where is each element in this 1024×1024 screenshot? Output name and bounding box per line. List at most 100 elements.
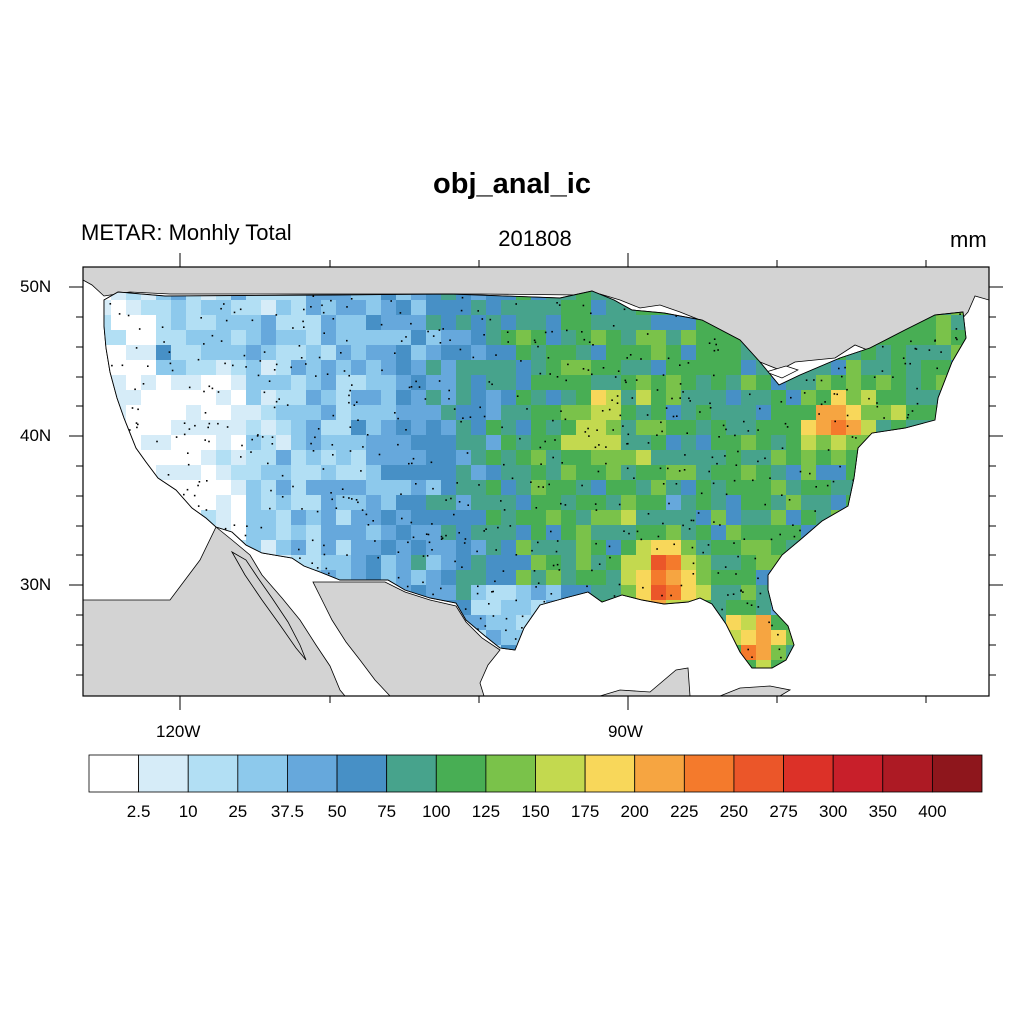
- grid-cell: [771, 435, 786, 450]
- grid-cell: [666, 405, 681, 420]
- station-dot: [328, 572, 330, 575]
- station-dot: [619, 414, 622, 417]
- grid-cell: [186, 480, 201, 495]
- grid-cell: [171, 435, 186, 450]
- station-dot: [467, 504, 469, 506]
- station-dot: [544, 331, 547, 334]
- grid-cell: [411, 555, 426, 570]
- grid-cell: [426, 555, 441, 570]
- grid-cell: [711, 345, 726, 360]
- grid-cell: [246, 450, 261, 465]
- colorbar-box: [931, 754, 983, 793]
- station-dot: [662, 483, 665, 485]
- grid-cell: [291, 300, 306, 315]
- grid-cell: [471, 291, 486, 300]
- station-dot: [526, 408, 528, 410]
- grid-cell: [621, 495, 636, 510]
- grid-cell: [156, 330, 171, 345]
- station-dot: [588, 435, 590, 437]
- colorbar-box: [783, 754, 834, 793]
- grid-cell: [561, 525, 576, 540]
- grid-cell: [486, 450, 501, 465]
- grid-cell: [456, 345, 471, 360]
- grid-cell: [561, 375, 576, 390]
- grid-cell: [786, 420, 801, 435]
- station-dot: [381, 369, 383, 372]
- grid-cell: [561, 480, 576, 495]
- grid-cell: [246, 360, 261, 375]
- colorbar-label: 175: [570, 802, 600, 821]
- grid-cell: [486, 555, 501, 570]
- station-dot: [438, 329, 441, 331]
- station-dot: [346, 554, 348, 556]
- grid-cell: [351, 291, 366, 300]
- grid-cell: [216, 315, 231, 330]
- grid-cell: [606, 330, 621, 345]
- grid-cell: [801, 375, 816, 390]
- station-dot: [692, 519, 695, 522]
- station-dot: [533, 339, 536, 342]
- grid-cell: [561, 435, 576, 450]
- grid-cell: [306, 405, 321, 420]
- grid-cell: [621, 480, 636, 495]
- station-dot: [690, 519, 693, 522]
- station-dot: [275, 314, 278, 316]
- grid-cell: [516, 540, 531, 555]
- station-dot: [515, 599, 517, 602]
- station-dot: [156, 440, 158, 443]
- grid-cell: [261, 480, 276, 495]
- grid-cell: [426, 330, 441, 345]
- station-dot: [636, 530, 639, 533]
- grid-cell: [711, 465, 726, 480]
- grid-cell: [516, 345, 531, 360]
- grid-cell: [381, 450, 396, 465]
- grid-cell: [756, 375, 771, 390]
- grid-cell: [411, 375, 426, 390]
- grid-cell: [516, 480, 531, 495]
- grid-cell: [321, 420, 336, 435]
- grid-cell: [591, 405, 606, 420]
- grid-cell: [696, 525, 711, 540]
- station-dot: [956, 338, 958, 341]
- grid-cell: [801, 420, 816, 435]
- station-dot: [422, 555, 425, 557]
- station-dot: [907, 414, 910, 416]
- grid-cell: [141, 405, 156, 420]
- grid-cell: [351, 540, 366, 555]
- grid-cell: [276, 420, 291, 435]
- grid-cell: [441, 405, 456, 420]
- grid-cell: [381, 555, 396, 570]
- grid-cell: [546, 495, 561, 510]
- station-dot: [820, 403, 823, 406]
- station-dot: [278, 398, 280, 400]
- grid-cell: [681, 450, 696, 465]
- grid-cell: [246, 315, 261, 330]
- grid-cell: [366, 315, 381, 330]
- grid-cell: [351, 450, 366, 465]
- station-dot: [353, 404, 356, 406]
- grid-cell: [231, 330, 246, 345]
- grid-cell: [771, 465, 786, 480]
- grid-cell: [696, 555, 711, 570]
- station-dot: [595, 509, 598, 511]
- station-dot: [780, 401, 783, 403]
- grid-cell: [156, 375, 171, 390]
- lat-label-40n: 40N: [20, 426, 52, 445]
- grid-cell: [726, 375, 741, 390]
- station-dot: [671, 397, 673, 400]
- station-dot: [722, 424, 725, 427]
- grid-cell: [111, 330, 126, 345]
- grid-cell: [486, 495, 501, 510]
- station-dot: [836, 393, 838, 396]
- grid-cell: [531, 390, 546, 405]
- grid-cell: [576, 465, 591, 480]
- grid-cell: [681, 465, 696, 480]
- station-dot: [483, 530, 485, 532]
- grid-cell: [486, 525, 501, 540]
- grid-cell: [831, 360, 846, 375]
- grid-cell: [891, 375, 906, 390]
- grid-cell: [486, 585, 501, 600]
- grid-cell: [306, 435, 321, 450]
- grid-cell: [456, 330, 471, 345]
- grid-cell: [276, 360, 291, 375]
